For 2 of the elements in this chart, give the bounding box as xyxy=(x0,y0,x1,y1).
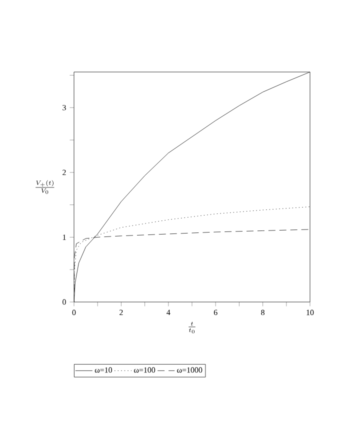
y-axis-title: $\frac{V_{+}\left(t\right)}{V_0}$ xyxy=(36,180,54,194)
x-axis-title: $\frac{t}{t_0}$ xyxy=(188,322,196,334)
